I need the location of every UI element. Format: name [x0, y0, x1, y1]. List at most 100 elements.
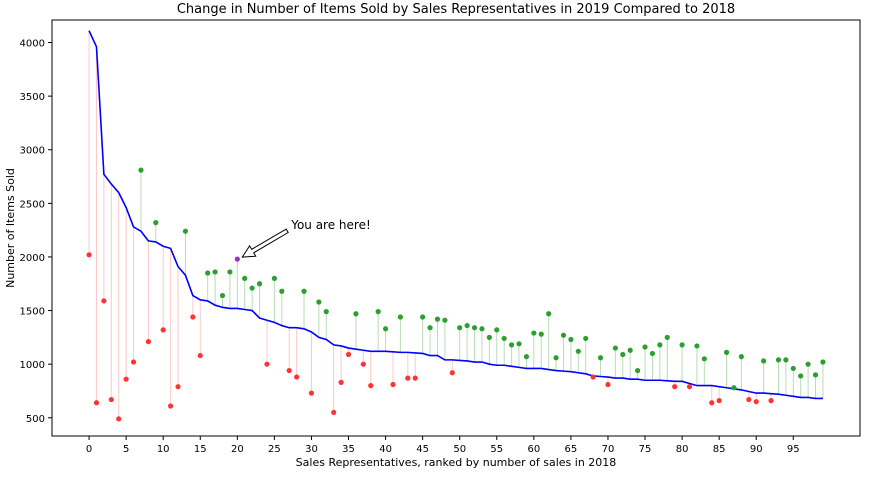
sales-2019-point — [338, 379, 344, 385]
sales-2019-point — [205, 270, 211, 276]
stems-layer — [88, 30, 824, 419]
sales-2019-point — [353, 311, 359, 317]
sales-2019-point — [664, 334, 670, 340]
annotation: You are here! — [241, 218, 371, 258]
x-tick-label: 80 — [676, 444, 689, 455]
annotation-text: You are here! — [290, 218, 371, 232]
plot-frame — [51, 19, 861, 437]
sales-2019-point — [123, 376, 129, 382]
sales-2019-point — [783, 357, 789, 363]
sales-2019-point — [256, 281, 263, 287]
sales-2019-point — [286, 367, 292, 374]
sales-2019-point — [323, 309, 329, 315]
annotation-arrow — [241, 228, 289, 258]
line-layer — [88, 30, 823, 400]
sales-2019-point — [531, 330, 537, 336]
sales-2019-point — [249, 285, 255, 291]
sales-2019-point — [93, 400, 100, 406]
x-tick-label: 10 — [157, 444, 170, 455]
sales-2019-point — [805, 361, 811, 367]
sales-2019-point — [412, 375, 418, 381]
chart-title: Change in Number of Items Sold by Sales … — [177, 2, 735, 17]
x-tick-label: 50 — [453, 444, 466, 455]
sales-2019-point — [130, 359, 137, 365]
sales-2019-point — [464, 322, 470, 329]
y-tick-label: 1500 — [20, 307, 45, 318]
sales-2019-point — [790, 365, 796, 372]
sales-2019-point — [168, 403, 174, 409]
sales-2019-point — [716, 398, 722, 404]
sales-2019-point — [672, 384, 678, 390]
sales-2019-point — [523, 354, 530, 360]
sales-2019-point — [212, 269, 218, 275]
sales-2019-point — [116, 416, 122, 422]
y-tick-label: 3000 — [20, 146, 45, 157]
sales-2019-point — [457, 325, 463, 331]
sales-2019-point — [553, 355, 559, 361]
x-tick-label: 30 — [305, 444, 318, 455]
x-tick-label: 95 — [787, 444, 800, 455]
sales-2019-point — [197, 352, 203, 359]
sales-2019-point — [138, 167, 144, 173]
x-tick-label: 60 — [527, 444, 540, 455]
sales-2019-point — [279, 288, 285, 294]
sales-2019-point — [590, 374, 596, 380]
sales-2019-point — [227, 269, 233, 275]
x-tick-label: 35 — [342, 444, 355, 455]
points-layer — [86, 167, 826, 422]
sales-2019-point — [709, 400, 715, 406]
x-axis-label: Sales Representatives, ranked by number … — [296, 456, 617, 469]
x-tick-label: 0 — [86, 444, 92, 455]
sales-2019-point — [731, 385, 737, 391]
x-tick-label: 5 — [123, 444, 129, 455]
sales-2019-point — [723, 349, 730, 355]
sales-2019-point — [375, 309, 381, 315]
sales-2019-point — [316, 299, 322, 305]
sales-2019-point — [264, 361, 270, 367]
sales-2019-point — [501, 335, 507, 342]
sales-2019-point — [271, 275, 277, 281]
x-tick-label: 25 — [268, 444, 281, 455]
sales-2019-point — [568, 336, 574, 343]
sales-2019-point — [345, 351, 352, 358]
sales-2019-point — [686, 384, 693, 390]
sales-2019-point — [694, 343, 700, 349]
sales-2019-point — [449, 370, 455, 376]
sales-2019-point — [627, 347, 633, 353]
x-tick-label: 90 — [750, 444, 763, 455]
sales-2019-point — [160, 327, 166, 333]
y-tick-label: 3500 — [20, 92, 45, 103]
sales-2019-point — [294, 374, 300, 380]
sales-2019-point — [479, 326, 485, 332]
y-axis: 500 1000 1500 2000 2500 3000 3500 4000 — [20, 39, 52, 425]
sales-2019-point — [635, 367, 641, 374]
sales-2019-point — [308, 390, 315, 396]
sales-2019-point — [471, 325, 478, 331]
sales-2019-point — [701, 356, 707, 362]
sales-2019-point — [761, 358, 767, 364]
sales-2019-point — [219, 292, 226, 299]
sales-2019-point — [605, 381, 611, 388]
sales-2019-point — [546, 311, 552, 317]
sales-2019-point — [679, 342, 685, 348]
x-tick-label: 70 — [602, 444, 615, 455]
sales-2019-point — [390, 381, 396, 388]
y-axis-label: Number of Items Sold — [4, 168, 17, 288]
sales-2019-point — [642, 344, 648, 350]
sales-2019-point — [442, 317, 448, 323]
sales-2019-point — [331, 409, 337, 416]
sales-2019-point — [753, 399, 759, 405]
sales-2019-point — [145, 339, 151, 345]
y-tick-label: 4000 — [20, 39, 45, 50]
sales-2019-point — [768, 398, 774, 404]
x-tick-label: 55 — [490, 444, 503, 455]
x-tick-label: 15 — [194, 444, 207, 455]
sales-2019-point — [434, 316, 441, 322]
sales-2019-point — [397, 314, 404, 320]
sales-2019-point — [360, 361, 366, 367]
sales-2019-point — [746, 396, 752, 403]
y-tick-label: 500 — [26, 414, 45, 425]
sales-2019-point — [486, 334, 492, 340]
